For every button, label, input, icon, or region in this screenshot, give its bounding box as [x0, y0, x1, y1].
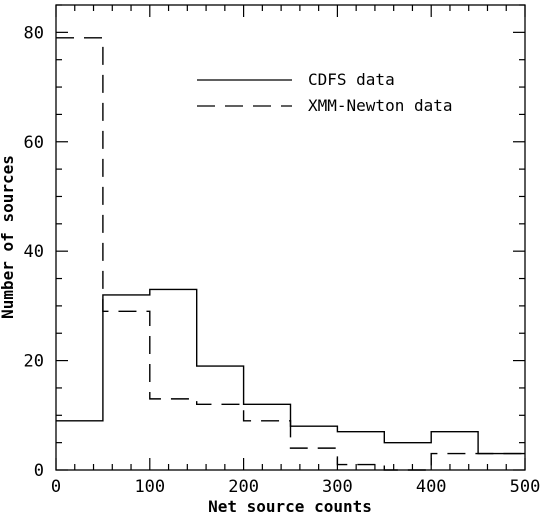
axis-ticks: [55, 4, 526, 471]
plot-frame: [55, 4, 526, 471]
legend-label-xmm: XMM-Newton data: [308, 96, 453, 115]
x-tick-label: 100: [134, 477, 165, 497]
series-layer: [56, 37, 525, 471]
x-tick-label: 300: [322, 477, 353, 497]
y-axis-title: Number of sources: [0, 155, 17, 319]
x-tick-label: 200: [228, 477, 259, 497]
y-tick-label: 80: [24, 23, 44, 43]
series-line-xmm-newton: [56, 37, 525, 471]
legend: CDFS data XMM-Newton data: [197, 70, 453, 115]
x-tick-label: 0: [51, 477, 61, 497]
y-tick-label: 0: [34, 461, 44, 481]
x-tick-label: 400: [416, 477, 447, 497]
y-tick-label: 20: [24, 352, 44, 372]
x-axis-title: Net source counts: [208, 497, 372, 516]
tick-labels: 0 100 200 300 400 500 0 20 40 60 80: [24, 23, 541, 497]
series-line-cdfs: [56, 288, 525, 455]
x-tick-label: 500: [510, 477, 541, 497]
y-tick-label: 60: [24, 133, 44, 153]
y-tick-label: 40: [24, 242, 44, 262]
legend-label-cdfs: CDFS data: [308, 70, 395, 89]
